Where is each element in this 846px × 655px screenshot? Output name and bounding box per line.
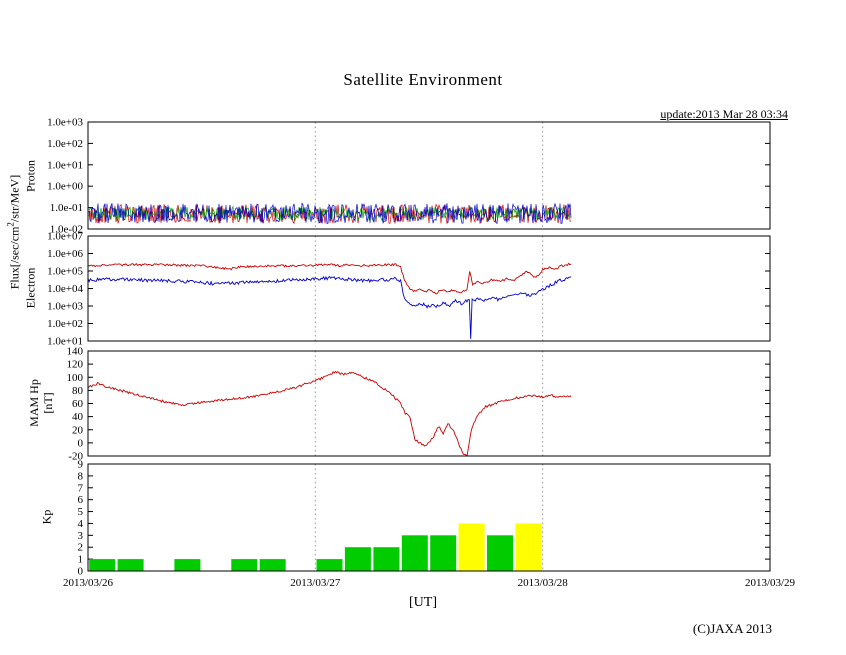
kp-bar: [117, 559, 144, 571]
update-timestamp: update:2013 Mar 28 03:34: [660, 107, 788, 121]
panel-frame: [87, 350, 771, 457]
y-tick-label: 1.0e+02: [47, 138, 83, 150]
kp-bar: [231, 559, 258, 571]
series-hp: [88, 370, 572, 456]
kp-bar: [174, 559, 201, 571]
y-tick-label: 1: [78, 554, 84, 566]
kp-bar: [458, 523, 485, 571]
y-tick-label: 1.0e+03: [47, 301, 83, 313]
y-tick-label: 5: [78, 506, 84, 518]
y-tick-label: 1.0e+01: [47, 159, 83, 171]
y-tick-label: 1.0e-02: [50, 224, 83, 236]
panel-frame: [87, 235, 771, 342]
y-tick-label: 0: [78, 566, 84, 578]
series-electron-low: [88, 275, 572, 339]
x-tick-label: 2013/03/26: [63, 577, 114, 589]
y-tick-label: 100: [67, 372, 84, 384]
y-tick-label: 0: [78, 437, 84, 449]
x-tick-label: 2013/03/27: [290, 577, 341, 589]
panel-frame: [87, 121, 771, 230]
copyright: (C)JAXA 2013: [692, 621, 772, 636]
y-tick-label: 1.0e-01: [50, 202, 83, 214]
y-tick-label: 2: [78, 542, 84, 554]
y-tick-label: 140: [67, 346, 84, 358]
y-tick-label: 1.0e+04: [47, 283, 83, 295]
kp-bar: [430, 535, 457, 571]
y-tick-label: -20: [68, 451, 83, 463]
y-tick-label: 1.0e+05: [47, 266, 83, 278]
y-tick-label: 1.0e+07: [47, 231, 83, 243]
y-tick-label: 9: [78, 459, 84, 471]
x-tick-label: 2013/03/29: [745, 577, 796, 589]
y-tick-label: 6: [78, 494, 84, 506]
y-tick-label: 1.0e+01: [47, 336, 83, 348]
kp-bar: [89, 559, 116, 571]
y-tick-label: 8: [78, 470, 84, 482]
x-axis-unit-label: [UT]: [409, 595, 437, 610]
y-tick-label: 1.0e+03: [47, 117, 83, 129]
y-tick-label: 60: [72, 398, 84, 410]
y-tick-label: 80: [72, 385, 84, 397]
series-proton-blue: [88, 202, 572, 225]
page-title: Satellite Environment: [343, 70, 503, 89]
y-tick-label: 120: [67, 359, 84, 371]
series-electron-high: [88, 262, 572, 295]
y-tick-label: 1.0e+06: [47, 248, 83, 260]
y-tick-label: 1.0e+02: [47, 318, 83, 330]
panel-proton: 1.0e+03 1.0e+02 1.0e+01 1.0e+00 1.0e-01 1.0e-…: [47, 117, 771, 236]
y-tick-label: 20: [72, 424, 84, 436]
kp-bar: [487, 535, 513, 571]
kp-bar: [259, 559, 286, 571]
kp-bar: [515, 523, 542, 571]
y-tick-label: 1.0e+00: [47, 181, 83, 193]
panel-electron: 1.0e+07 1.0e+06 1.0e+05 1.0e+04 1.0e+03 1.0e+…: [47, 231, 771, 348]
series-proton-green: [88, 205, 572, 222]
y-tick-label: 7: [78, 482, 84, 494]
y-tick-label: 3: [78, 530, 84, 542]
y-tick-label: 4: [78, 518, 84, 530]
panel-frame: [87, 463, 771, 572]
y-tick-label: 40: [72, 411, 84, 423]
kp-bar: [401, 535, 428, 571]
x-tick-label: 2013/03/28: [518, 577, 569, 589]
kp-bar: [316, 559, 343, 571]
kp-bar: [373, 547, 400, 571]
kp-bar: [344, 547, 371, 571]
